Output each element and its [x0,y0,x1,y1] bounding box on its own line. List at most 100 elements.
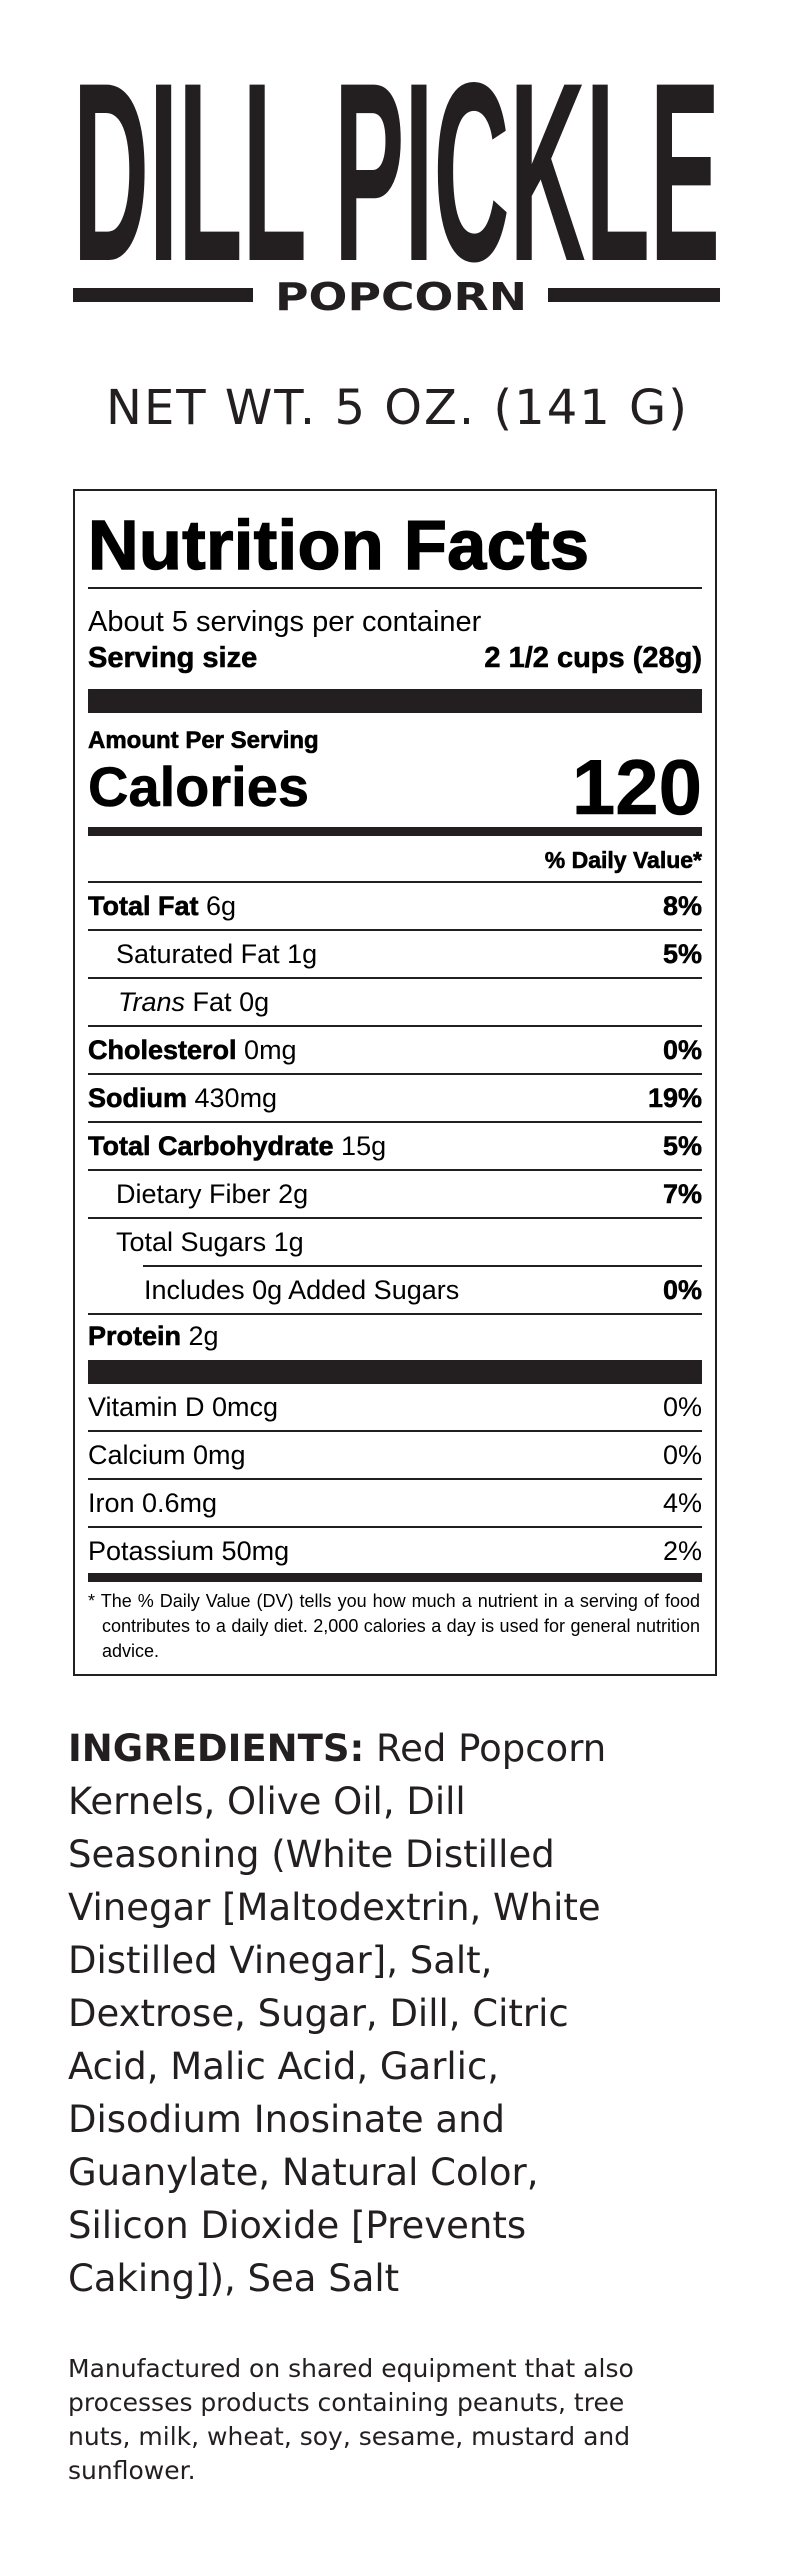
serving-size: Serving size 2 1/2 cups (28g) [88,641,703,675]
nutrient-amount: 2g [278,1179,309,1209]
nutrient-dv: 5% [662,939,703,970]
calories-value: 120 [571,743,703,831]
vitamin-dv: 4% [662,1488,702,1518]
nutrient-row-sodium: Sodium 430mg 19% [88,1075,703,1121]
vitamin-label: Calcium 0mg [88,1440,246,1470]
allergen-line: Manufactured on shared equipment that al… [68,2354,634,2383]
divider [88,1025,702,1027]
divider [88,1073,702,1075]
nutrient-name: Dietary Fiber [116,1179,271,1209]
divider [88,1430,702,1432]
nutrition-title: Nutrition Facts [87,505,590,585]
allergen-line: processes products containing peanuts, t… [68,2388,625,2417]
vitamin-label: Iron 0.6mg [88,1488,218,1518]
daily-value-footnote: * The % Daily Value (DV) tells you how m… [88,1591,700,1661]
vitamin-dv: 0% [662,1440,702,1470]
vitamin-label: Potassium 50mg [88,1536,290,1566]
ingredients-line: Silicon Dioxide [Prevents [68,2204,527,2247]
nutrient-row-total-carbohydrate: Total Carbohydrate 15g 5% [88,1123,703,1169]
nutrient-row-protein: Protein 2g [88,1313,702,1359]
divider [88,1526,702,1528]
vitamin-row-vitamin-d: Vitamin D 0mcg 0% [88,1384,702,1430]
servings-per-container: About 5 servings per container [88,606,482,638]
nutrient-dv: 8% [662,891,703,922]
divider [88,1169,702,1171]
vitamin-dv: 2% [662,1536,702,1566]
vitamin-dv: 0% [662,1392,702,1422]
allergen-line: sunflower. [68,2456,196,2485]
nutrient-row-cholesterol: Cholesterol 0mg 0% [88,1027,703,1073]
nutrient-row-trans-fat: Trans Fat 0g [88,979,702,1025]
vitamin-row-potassium: Potassium 50mg 2% [88,1528,702,1574]
ingredients-line: Disodium Inosinate and [68,2098,506,2141]
divider [88,587,702,589]
divider [88,1121,702,1123]
ingredients-line: Kernels, Olive Oil, Dill [68,1780,466,1823]
serving-size-value: 2 1/2 cups (28g) [484,642,702,675]
ingredients-line: Distilled Vinegar], Salt, [68,1939,493,1982]
nutrient-row-total-sugars: Total Sugars 1g [88,1219,702,1265]
brand-rule-left [73,288,253,302]
nutrient-amount: 1g [287,939,318,969]
ingredients-label: INGREDIENTS: [68,1727,365,1770]
vitamin-row-iron: Iron 0.6mg 4% [88,1480,702,1526]
nutrient-name: Sodium [88,1083,188,1114]
calories-row: Calories 120 [88,743,703,831]
nutrient-row-saturated-fat: Saturated Fat 1g 5% [88,931,702,977]
nutrient-amount: 0mg [244,1035,297,1065]
divider [88,1313,702,1315]
divider [88,929,702,931]
nutrient-name: Total Sugars [116,1227,267,1257]
brand-logo: DILL PICKLE POPCORN [73,60,720,319]
net-weight: NET WT. 5 OZ. (141 G) [106,380,689,436]
nutrient-name: Includes 0g Added Sugars [144,1275,460,1305]
nutrient-dv: 7% [662,1179,703,1210]
nutrient-row-total-fat: Total Fat 6g 8% [88,883,703,929]
nutrient-dv: 0% [662,1035,703,1066]
nutrition-facts-panel: Nutrition Facts About 5 servings per con… [73,489,717,1676]
ingredients-line: Vinegar [Maltodextrin, White [68,1886,601,1929]
amount-per-serving: Amount Per Serving [88,727,319,755]
ingredients-line: Dextrose, Sugar, Dill, Citric [68,1992,569,2035]
divider [88,1478,702,1480]
medium-divider [88,1573,702,1582]
nutrient-dv: 0% [662,1275,703,1306]
brand-subtitle: POPCORN [275,275,527,319]
thick-divider [88,689,702,713]
ingredients-line: Seasoning (White Distilled [68,1833,555,1876]
nutrient-amount: 15g [341,1131,387,1161]
brand-name: DILL PICKLE [73,60,720,315]
nutrient-name: Cholesterol [88,1035,237,1066]
nutrient-row-dietary-fiber: Dietary Fiber 2g 7% [88,1171,702,1217]
serving-size-label: Serving size [88,642,258,675]
nutrient-name: Total Carbohydrate [88,1131,334,1162]
vitamin-row-calcium: Calcium 0mg 0% [88,1432,702,1478]
nutrient-amount: 2g [188,1321,219,1351]
medium-divider [88,827,702,836]
nutrient-name: Protein [88,1321,182,1352]
allergen-statement: Manufactured on shared equipment that al… [68,2352,768,2488]
nutrient-dv: 19% [647,1083,703,1114]
nutrient-name: Saturated Fat [116,939,280,969]
divider [88,881,702,883]
ingredients-line: Caking]), Sea Salt [68,2257,400,2300]
thick-divider [88,1360,702,1384]
ingredients-line: Red Popcorn [364,1727,607,1770]
nutrient-amount: 0g [239,987,270,1017]
nutrient-name: Total Fat [88,891,199,922]
nutrient-dv: 5% [662,1131,703,1162]
vitamin-label: Vitamin D 0mcg [88,1392,279,1422]
ingredients-line: Acid, Malic Acid, Garlic, [68,2045,500,2088]
nutrient-name-suffix: Fat [192,987,232,1017]
allergen-line: nuts, milk, wheat, soy, sesame, mustard … [68,2422,631,2451]
nutrient-amount: 1g [273,1227,304,1257]
brand-rule-right [548,288,720,302]
nutrient-amount: 430mg [194,1083,278,1113]
divider [88,1217,702,1219]
nutrient-row-added-sugars: Includes 0g Added Sugars 0% [88,1267,702,1313]
divider [143,1265,702,1267]
nutrient-amount: 6g [206,891,237,921]
divider [88,977,702,979]
daily-value-header: % Daily Value* [544,847,702,874]
ingredients-line: Guanylate, Natural Color, [68,2151,539,2194]
